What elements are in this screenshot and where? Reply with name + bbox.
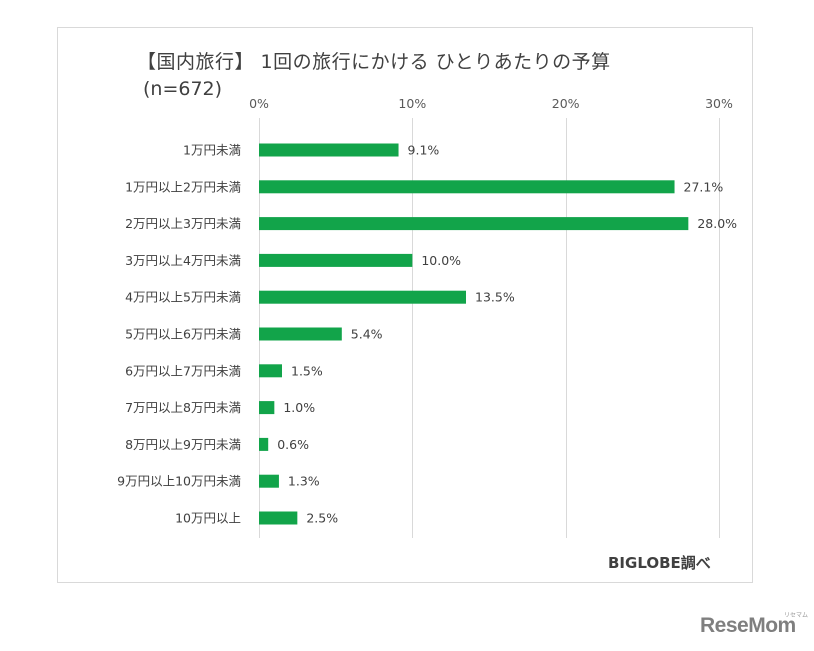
x-tick-label: 0% <box>249 96 269 111</box>
category-label: 7万円以上8万円未満 <box>125 400 241 415</box>
chart-title: 【国内旅行】 1回の旅行にかける ひとりあたりの予算 <box>137 51 611 73</box>
bar <box>259 474 279 488</box>
bar <box>259 217 689 231</box>
category-label: 4万円以上5万円未満 <box>125 290 241 305</box>
data-label: 1.5% <box>291 363 323 378</box>
source-note: BIGLOBE調べ <box>608 554 711 572</box>
x-axis-ticks: 0% 10% 20% 30% <box>249 96 733 111</box>
data-label: 1.0% <box>283 400 315 415</box>
bars <box>259 143 689 525</box>
bar <box>259 180 675 194</box>
category-label: 3万円以上4万円未満 <box>125 253 241 268</box>
bar <box>259 511 298 525</box>
chart-subtitle: (n=672) <box>143 78 223 100</box>
category-label: 1万円未満 <box>183 143 241 158</box>
bar <box>259 290 466 304</box>
x-tick-label: 10% <box>398 96 426 111</box>
category-label: 6万円以上7万円未満 <box>125 363 241 378</box>
category-label: 1万円以上2万円未満 <box>125 179 241 194</box>
resemom-logo-small: リセマム <box>784 612 809 619</box>
category-labels: 1万円未満 1万円以上2万円未満 2万円以上3万円未満 3万円以上4万円未満 4万円以上… <box>117 143 241 526</box>
bar <box>259 253 413 267</box>
bar <box>259 327 342 341</box>
data-label: 9.1% <box>408 143 440 158</box>
chart-frame <box>57 27 753 583</box>
bar <box>259 401 275 415</box>
category-label: 10万円以上 <box>175 511 241 526</box>
bar <box>259 143 399 157</box>
data-label: 13.5% <box>475 290 515 305</box>
data-label: 1.3% <box>288 474 320 489</box>
data-label: 27.1% <box>684 179 724 194</box>
category-label: 8万円以上9万円未満 <box>125 437 241 452</box>
category-label: 9万円以上10万円未満 <box>117 474 241 489</box>
data-label: 5.4% <box>351 327 383 342</box>
data-label: 28.0% <box>697 216 737 231</box>
bar <box>259 437 269 451</box>
bar <box>259 364 282 378</box>
x-tick-label: 30% <box>705 96 733 111</box>
resemom-logo: ReseMom <box>700 614 796 637</box>
data-label: 10.0% <box>421 253 461 268</box>
value-labels: 9.1% 27.1% 28.0% 10.0% 13.5% 5.4% 1.5% 1.0% 0.6%… <box>277 143 737 526</box>
data-label: 2.5% <box>306 511 338 526</box>
data-label: 0.6% <box>277 437 309 452</box>
x-tick-label: 20% <box>552 96 580 111</box>
category-label: 2万円以上3万円未満 <box>125 216 241 231</box>
category-label: 5万円以上6万円未満 <box>125 327 241 342</box>
